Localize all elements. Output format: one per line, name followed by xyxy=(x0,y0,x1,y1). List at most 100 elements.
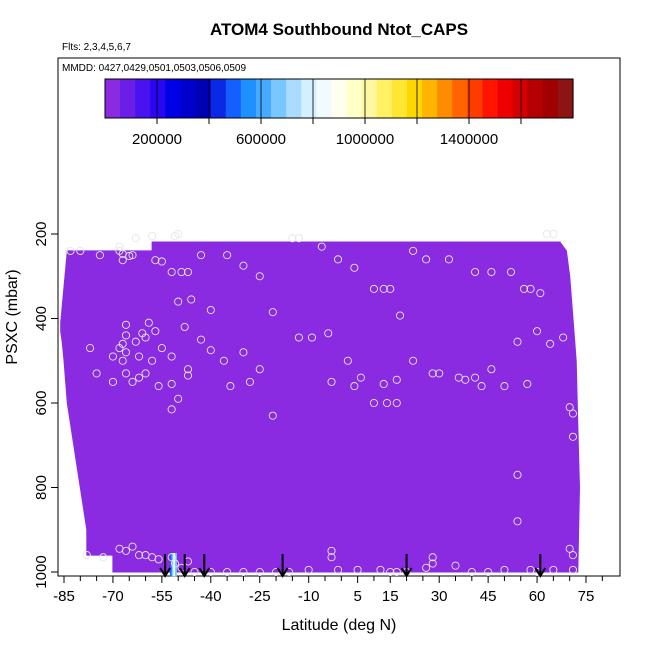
colorbar-swatch xyxy=(527,79,544,118)
measurement-point xyxy=(92,369,101,378)
flights-label: Flts: 2,3,4,5,6,7 xyxy=(62,42,131,53)
colorbar-swatch xyxy=(452,79,468,118)
measurement-point xyxy=(187,295,196,304)
colorbar-swatch xyxy=(240,79,257,118)
x-tick-label: 15 xyxy=(382,588,399,605)
measurement-point xyxy=(141,369,150,378)
measurement-point xyxy=(95,251,104,260)
measurement-point xyxy=(167,352,176,361)
measurement-point xyxy=(513,470,522,479)
measurement-point xyxy=(183,267,193,277)
colorbar-swatch xyxy=(512,79,529,118)
colorbar-swatch xyxy=(210,79,227,118)
measurement-point xyxy=(565,403,574,412)
measurement-point xyxy=(444,255,454,264)
measurement-point xyxy=(506,267,516,277)
measurement-point xyxy=(500,565,509,574)
measurement-point xyxy=(533,327,542,336)
measurement-point xyxy=(206,346,215,355)
colorbar-swatch xyxy=(120,79,136,118)
flight-arrows xyxy=(159,554,547,578)
measurement-point xyxy=(128,377,137,386)
measurement-point xyxy=(154,555,163,564)
measurement-point xyxy=(369,284,378,293)
measurement-point xyxy=(304,565,313,574)
measurement-point xyxy=(559,333,568,342)
colorbar-swatch xyxy=(361,79,378,118)
measurement-point xyxy=(487,267,496,277)
colorbar-swatch xyxy=(406,79,423,118)
measurement-point xyxy=(223,567,232,577)
measurement-point xyxy=(513,337,522,346)
measurement-point xyxy=(151,327,160,336)
measurement-point xyxy=(568,565,578,574)
measurement-point xyxy=(350,263,359,272)
measurement-point xyxy=(183,371,193,380)
measurement-point xyxy=(395,311,405,320)
measurement-point xyxy=(118,256,127,265)
colorbar-swatch xyxy=(346,79,363,118)
colorbar-swatch xyxy=(437,79,453,118)
measurement-point xyxy=(568,409,578,418)
chart-title: ATOM4 Southbound Ntot_CAPS xyxy=(210,20,468,39)
measurement-point xyxy=(386,284,395,293)
colorbar-swatch xyxy=(225,79,242,118)
measurement-point xyxy=(343,356,352,365)
x-tick-label: -85 xyxy=(53,588,75,605)
measurement-point xyxy=(128,542,137,551)
measurement-point xyxy=(154,382,163,391)
measurement-point xyxy=(76,246,85,255)
measurement-point xyxy=(428,553,437,562)
data-field xyxy=(60,241,581,577)
x-axis-label: Latitude (deg N) xyxy=(282,617,397,634)
colorbar-frame xyxy=(104,78,574,119)
measurement-point xyxy=(196,251,206,260)
measurement-point xyxy=(392,567,401,577)
x-tick-label: 75 xyxy=(578,588,595,605)
flight-arrow-head xyxy=(534,567,547,578)
measurement-point xyxy=(144,318,153,327)
measurement-point xyxy=(108,352,117,361)
colorbar-tick-label: 200000 xyxy=(132,131,182,148)
measurement-point xyxy=(500,382,509,391)
measurement-point xyxy=(131,337,140,346)
measurement-point xyxy=(409,356,418,365)
measurement-point xyxy=(519,284,529,293)
colorbar xyxy=(105,79,574,118)
colorbar-swatch xyxy=(195,79,212,118)
measurement-point xyxy=(294,333,303,342)
measurement-point xyxy=(177,267,186,277)
measurement-point xyxy=(422,563,431,572)
measurement-point xyxy=(131,234,140,243)
measurement-point xyxy=(255,567,264,577)
measurement-point xyxy=(487,365,496,374)
measurement-point xyxy=(151,256,160,265)
measurement-point xyxy=(568,551,578,560)
measurement-point xyxy=(121,369,131,378)
x-tick-label: 60 xyxy=(529,588,546,605)
measurement-point xyxy=(157,257,166,266)
hot-spot-cell xyxy=(174,552,177,577)
measurement-point xyxy=(409,246,418,255)
flight-arrow-head xyxy=(159,567,171,578)
colorbar-swatch xyxy=(467,79,484,118)
measurement-point xyxy=(386,567,395,577)
field-region xyxy=(60,241,581,573)
x-tick-label: -40 xyxy=(200,588,222,605)
measurement-point xyxy=(66,246,75,255)
colorbar-swatch xyxy=(391,79,408,118)
measurement-point xyxy=(226,382,235,391)
measurement-point xyxy=(428,369,437,378)
y-tick-label: 800 xyxy=(33,475,50,500)
y-tick-label: 200 xyxy=(33,221,50,246)
measurement-point xyxy=(523,379,532,389)
measurement-point xyxy=(467,567,476,577)
measurement-point xyxy=(167,379,176,389)
measurement-point xyxy=(350,382,359,391)
measurement-point xyxy=(356,373,365,382)
colorbar-swatch xyxy=(105,79,121,118)
colorbar-swatch xyxy=(150,79,166,118)
measurement-point xyxy=(317,242,326,251)
hot-spot-cell xyxy=(171,552,174,577)
